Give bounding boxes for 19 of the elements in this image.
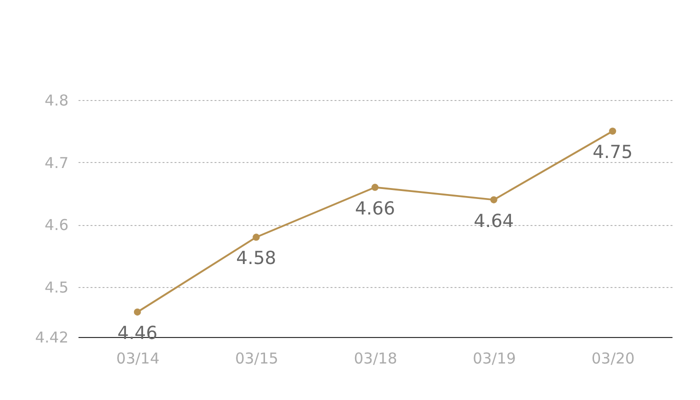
point (490, 196, 498, 204)
data-label: 4.66 (354, 198, 396, 220)
x-tick-label: 03/14 (116, 350, 160, 368)
x-tick-label: 03/20 (591, 350, 635, 368)
y-tick-label: 4.42 (35, 328, 68, 346)
x-tick-label: 03/18 (354, 350, 398, 368)
data-label: 4.75 (592, 142, 633, 164)
point (371, 184, 379, 191)
y-tick-label: 4.7 (44, 154, 68, 172)
data-label: 4.58 (236, 248, 276, 270)
y-tick-label: 4.5 (44, 278, 68, 297)
point (252, 234, 260, 241)
x-tick-label: 03/19 (472, 350, 516, 368)
y-tick-label: 4.6 (44, 216, 68, 234)
x-tick-label: 03/15 (235, 350, 278, 368)
data-label: 4.64 (474, 210, 514, 232)
point (134, 308, 141, 316)
point (609, 128, 616, 135)
y-tick-label: 4.8 (44, 92, 68, 110)
